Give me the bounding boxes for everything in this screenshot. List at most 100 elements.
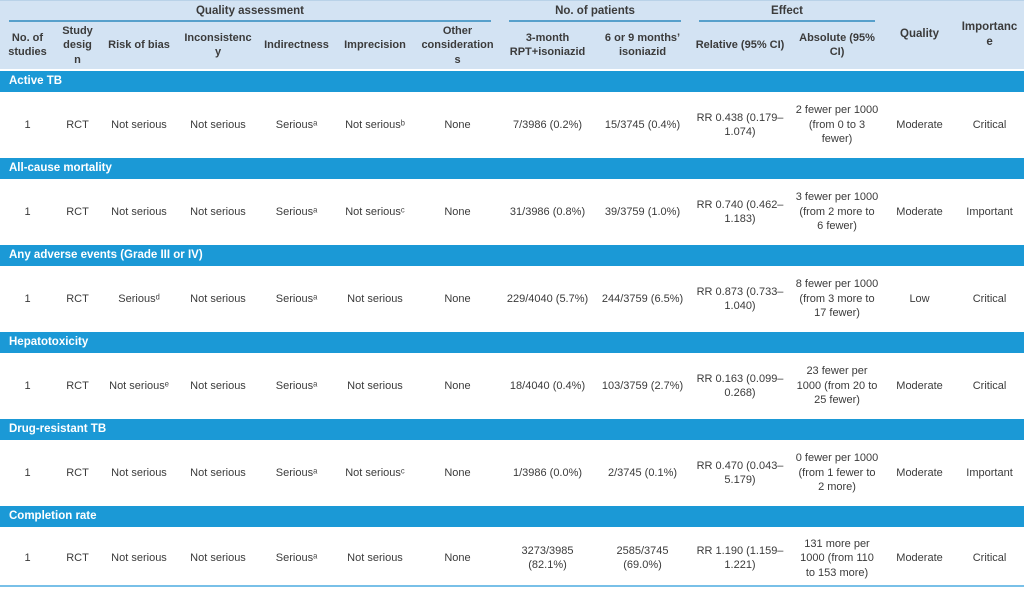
cell-inconsistency: Not serious <box>178 354 258 418</box>
cell-study-design: RCT <box>55 267 100 331</box>
cell-other-considerations: None <box>415 354 500 418</box>
grade-evidence-table: Quality assessment No. of patients Effec… <box>0 1 1024 588</box>
section-title: Hepatotoxicity <box>0 331 1024 354</box>
cell-relative: RR 0.470 (0.043–5.179) <box>690 441 790 505</box>
cell-3-month-rpt: 7/3986 (0.2%) <box>500 93 595 157</box>
cell-quality: Moderate <box>884 93 955 157</box>
cell-no-of-studies: 1 <box>0 441 55 505</box>
cell-indirectness: Seriousᵃ <box>258 267 335 331</box>
cell-quality: Moderate <box>884 180 955 244</box>
table-body: Active TB 1 RCT Not serious Not serious … <box>0 70 1024 588</box>
section-title: All-cause mortality <box>0 157 1024 180</box>
cell-relative: RR 0.438 (0.179–1.074) <box>690 93 790 157</box>
cell-risk-of-bias: Not serious <box>100 180 178 244</box>
cell-study-design: RCT <box>55 93 100 157</box>
cell-study-design: RCT <box>55 441 100 505</box>
cell-3-month-rpt: 229/4040 (5.7%) <box>500 267 595 331</box>
cell-imprecision: Not seriousᶜ <box>335 180 415 244</box>
column-header-3-month-rpt-isoniazid: 3-month RPT+isoniazid <box>500 22 595 70</box>
cell-3-month-rpt: 31/3986 (0.8%) <box>500 180 595 244</box>
cell-importance: Critical <box>955 267 1024 331</box>
cell-importance: Important <box>955 180 1024 244</box>
cell-risk-of-bias: Not seriousᵉ <box>100 354 178 418</box>
cell-imprecision: Not serious <box>335 354 415 418</box>
cell-importance: Important <box>955 441 1024 505</box>
cell-no-of-studies: 1 <box>0 267 55 331</box>
cell-other-considerations: None <box>415 93 500 157</box>
cell-relative: RR 0.873 (0.733–1.040) <box>690 267 790 331</box>
section-title: Any adverse events (Grade III or IV) <box>0 244 1024 267</box>
cell-other-considerations: None <box>415 267 500 331</box>
cell-3-month-rpt: 18/4040 (0.4%) <box>500 354 595 418</box>
cell-indirectness: Seriousᵃ <box>258 441 335 505</box>
cell-3-month-rpt: 1/3986 (0.0%) <box>500 441 595 505</box>
cell-indirectness: Seriousᵃ <box>258 93 335 157</box>
cell-risk-of-bias: Seriousᵈ <box>100 267 178 331</box>
cell-absolute: 3 fewer per 1000 (from 2 more to 6 fewer… <box>790 180 884 244</box>
column-header-indirectness: Indirectness <box>258 22 335 70</box>
column-header-inconsistency: Inconsistency <box>178 22 258 70</box>
cell-quality: Low <box>884 267 955 331</box>
section-header-drug-resistant-tb: Drug-resistant TB <box>0 418 1024 441</box>
cell-inconsistency: Not serious <box>178 441 258 505</box>
cell-6-9-months: 39/3759 (1.0%) <box>595 180 690 244</box>
group-header-effect: Effect <box>690 1 884 22</box>
column-header-row: No. of studies Study design Risk of bias… <box>0 22 1024 70</box>
cell-relative: RR 0.740 (0.462–1.183) <box>690 180 790 244</box>
section-title: Completion rate <box>0 505 1024 528</box>
section-title: Drug-resistant TB <box>0 418 1024 441</box>
cell-other-considerations: None <box>415 441 500 505</box>
section-header-completion-rate: Completion rate <box>0 505 1024 528</box>
cell-no-of-studies: 1 <box>0 354 55 418</box>
cell-indirectness: Seriousᵃ <box>258 528 335 588</box>
table-row-active-tb: 1 RCT Not serious Not serious Seriousᵃ N… <box>0 93 1024 157</box>
column-header-no-of-studies: No. of studies <box>0 22 55 70</box>
table-row-all-cause-mortality: 1 RCT Not serious Not serious Seriousᵃ N… <box>0 180 1024 244</box>
cell-absolute: 23 fewer per 1000 (from 20 to 25 fewer) <box>790 354 884 418</box>
cell-6-9-months: 103/3759 (2.7%) <box>595 354 690 418</box>
cell-study-design: RCT <box>55 354 100 418</box>
column-header-relative-ci: Relative (95% CI) <box>690 22 790 70</box>
cell-relative: RR 0.163 (0.099–0.268) <box>690 354 790 418</box>
section-header-hepatotoxicity: Hepatotoxicity <box>0 331 1024 354</box>
cell-no-of-studies: 1 <box>0 528 55 588</box>
section-header-any-adverse-events: Any adverse events (Grade III or IV) <box>0 244 1024 267</box>
cell-inconsistency: Not serious <box>178 180 258 244</box>
cell-3-month-rpt: 3273/3985 (82.1%) <box>500 528 595 588</box>
cell-6-9-months: 2/3745 (0.1%) <box>595 441 690 505</box>
column-header-study-design: Study design <box>55 22 100 70</box>
cell-quality: Moderate <box>884 354 955 418</box>
cell-6-9-months: 15/3745 (0.4%) <box>595 93 690 157</box>
cell-relative: RR 1.190 (1.159–1.221) <box>690 528 790 588</box>
cell-quality: Moderate <box>884 441 955 505</box>
column-header-imprecision: Imprecision <box>335 22 415 70</box>
column-header-other-considerations: Other considerations <box>415 22 500 70</box>
column-header-6-or-9-months-isoniazid: 6 or 9 months’ isoniazid <box>595 22 690 70</box>
section-header-all-cause-mortality: All-cause mortality <box>0 157 1024 180</box>
cell-indirectness: Seriousᵃ <box>258 180 335 244</box>
cell-quality: Moderate <box>884 528 955 588</box>
cell-importance: Critical <box>955 354 1024 418</box>
cell-imprecision: Not serious <box>335 528 415 588</box>
grade-evidence-table-page: Quality assessment No. of patients Effec… <box>0 0 1024 592</box>
column-header-quality: Quality <box>884 1 955 70</box>
cell-imprecision: Not seriousᵇ <box>335 93 415 157</box>
cell-absolute: 131 more per 1000 (from 110 to 153 more) <box>790 528 884 588</box>
cell-risk-of-bias: Not serious <box>100 441 178 505</box>
table-row-any-adverse-events: 1 RCT Seriousᵈ Not serious Seriousᵃ Not … <box>0 267 1024 331</box>
cell-importance: Critical <box>955 528 1024 588</box>
section-title: Active TB <box>0 70 1024 93</box>
table-row-drug-resistant-tb: 1 RCT Not serious Not serious Seriousᵃ N… <box>0 441 1024 505</box>
cell-6-9-months: 2585/3745 (69.0%) <box>595 528 690 588</box>
cell-imprecision: Not serious <box>335 267 415 331</box>
group-header-no-of-patients: No. of patients <box>500 1 690 22</box>
column-header-importance: Importance <box>955 1 1024 70</box>
cell-other-considerations: None <box>415 528 500 588</box>
table-row-hepatotoxicity: 1 RCT Not seriousᵉ Not serious Seriousᵃ … <box>0 354 1024 418</box>
table-row-completion-rate: 1 RCT Not serious Not serious Seriousᵃ N… <box>0 528 1024 588</box>
column-header-absolute-ci: Absolute (95% CI) <box>790 22 884 70</box>
table-bottom-rule <box>0 585 1024 587</box>
column-header-risk-of-bias: Risk of bias <box>100 22 178 70</box>
cell-no-of-studies: 1 <box>0 180 55 244</box>
cell-6-9-months: 244/3759 (6.5%) <box>595 267 690 331</box>
